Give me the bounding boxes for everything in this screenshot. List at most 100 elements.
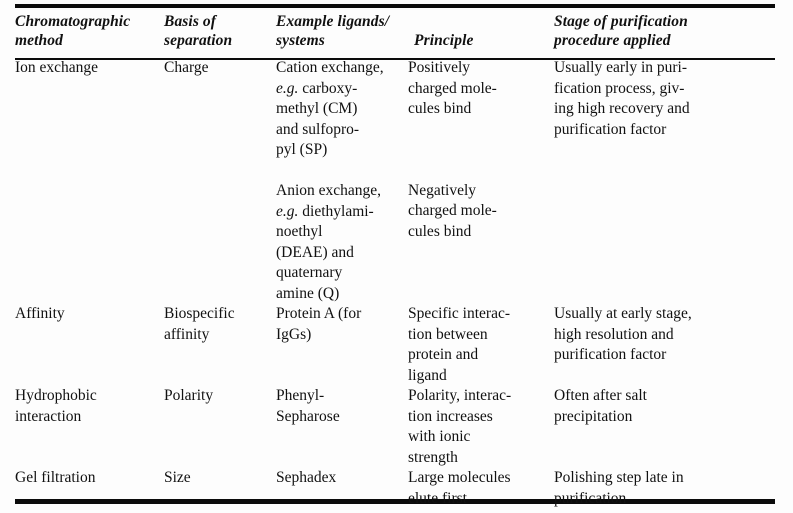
header-line: Chromatographic <box>15 13 131 30</box>
text-line: purification <box>554 489 627 507</box>
header-line: Principle <box>414 32 474 49</box>
table-row: Ion exchange Charge Cation exchange, e.g… <box>0 58 793 304</box>
ligand-block-cation: Cation exchange, e.g. carboxy- methyl (C… <box>276 58 404 161</box>
text-line: high resolution and <box>554 325 674 343</box>
cell-stage: Usually early in puri- fication process,… <box>552 58 793 304</box>
column-header-method: Chromatographic method <box>0 0 162 58</box>
text-line: strength <box>408 448 458 466</box>
text-line: cules bind <box>408 100 472 117</box>
header-line: separation <box>164 32 233 49</box>
text-line: Specific interac- <box>408 305 510 322</box>
text-line: Sephadex <box>276 469 337 486</box>
cell-principle: Large molecules elute first <box>404 468 552 509</box>
text-line: IgGs) <box>276 325 312 343</box>
text-line: noethyl <box>276 223 323 240</box>
text-line: Usually at early stage, <box>554 305 692 322</box>
text-line: methyl (CM) <box>276 100 358 117</box>
text-line: pyl (SP) <box>276 141 328 158</box>
text-line: ing high recovery and <box>554 100 690 117</box>
cell-basis: Size <box>162 468 273 509</box>
cell-principle: Specific interac- tion between protein a… <box>404 304 552 386</box>
table-bottom-rule <box>15 499 775 504</box>
cell-method: Gel filtration <box>0 468 162 509</box>
text-line: charged mole- <box>408 202 497 219</box>
table-header-rule <box>15 58 775 60</box>
cell-stage: Often after salt precipitation <box>552 386 793 468</box>
text-line: Large molecules <box>408 469 511 486</box>
text-line: cules bind <box>408 222 472 240</box>
header-line: systems <box>276 32 325 49</box>
text-line: Sepharose <box>276 407 340 425</box>
text-line: Protein A (for <box>276 305 362 322</box>
table-row: Affinity Biospecific affinity Protein A … <box>0 304 793 386</box>
cell-ligands: Sephadex <box>273 468 404 509</box>
cell-basis: Polarity <box>162 386 273 468</box>
header-row: Chromatographic method Basis of separati… <box>0 0 793 58</box>
text-line: charged mole- <box>408 79 497 97</box>
text-line: e.g. diethylami- <box>276 202 374 220</box>
text-line: quaternary <box>276 264 343 281</box>
column-header-principle: Principle <box>404 0 552 58</box>
text-line: Hydrophobic <box>15 387 97 404</box>
text-line: Usually early in puri- <box>554 59 688 76</box>
text-line: elute first <box>408 489 467 507</box>
text-line: Phenyl- <box>276 387 325 404</box>
text-line: tion between <box>408 325 488 343</box>
header-line: Stage of purification <box>554 13 688 30</box>
header-line: procedure applied <box>554 32 671 49</box>
text-line: Negatively <box>408 181 477 199</box>
table-body: Ion exchange Charge Cation exchange, e.g… <box>0 58 793 509</box>
cell-basis: Charge <box>162 58 273 304</box>
text-line: Charge <box>164 59 209 76</box>
header-line: Example ligands/ <box>276 13 390 30</box>
column-header-basis: Basis of separation <box>162 0 273 58</box>
cell-method: Affinity <box>0 304 162 386</box>
table-top-rule <box>15 4 775 8</box>
text-line: Cation exchange, <box>276 59 384 76</box>
text-line: with ionic <box>408 428 471 445</box>
text-line: Affinity <box>15 305 65 322</box>
cell-basis: Biospecific affinity <box>162 304 273 386</box>
text-line: and sulfopro- <box>276 120 360 138</box>
table-head: Chromatographic method Basis of separati… <box>0 0 793 58</box>
text-line: protein and <box>408 346 479 363</box>
cell-method: Hydrophobic interaction <box>0 386 162 468</box>
column-header-ligands: Example ligands/ systems <box>273 0 404 58</box>
text-line: Size <box>164 469 191 486</box>
italic-eg: e.g. <box>276 79 299 97</box>
text-line: precipitation <box>554 407 633 425</box>
text-line: ligand <box>408 366 447 384</box>
text-line: Positively <box>408 59 471 76</box>
text-line: purification factor <box>554 346 667 363</box>
cell-principle: Positively charged mole- cules bind Nega… <box>404 58 552 304</box>
text-line: amine (Q) <box>276 284 340 302</box>
cell-ligands: Phenyl- Sepharose <box>273 386 404 468</box>
text-line: fication process, giv- <box>554 79 685 97</box>
header-line: Basis of <box>164 13 217 30</box>
text-line: Anion exchange, <box>276 182 382 199</box>
principle-block-positive: Positively charged mole- cules bind <box>408 58 552 120</box>
text-line: (DEAE) and <box>276 243 354 261</box>
ligand-block-anion: Anion exchange, e.g. diethylami- noethyl… <box>276 181 404 304</box>
text-line: Biospecific <box>164 305 235 322</box>
italic-eg: e.g. <box>276 202 299 220</box>
cell-ligands: Protein A (for IgGs) <box>273 304 404 386</box>
column-header-stage: Stage of purification procedure applied <box>552 0 793 58</box>
text-line: purification factor <box>554 120 667 138</box>
text-line: Often after salt <box>554 387 647 404</box>
text-line: affinity <box>164 325 210 343</box>
cell-ligands: Cation exchange, e.g. carboxy- methyl (C… <box>273 58 404 304</box>
text-line: Polishing step late in <box>554 469 684 486</box>
text-line: tion increases <box>408 407 493 425</box>
text-line: e.g. carboxy- <box>276 79 358 97</box>
table-row: Gel filtration Size Sephadex Large molec… <box>0 468 793 509</box>
text-line: interaction <box>15 407 82 425</box>
text-line: Ion exchange <box>15 59 99 76</box>
cell-principle: Polarity, interac- tion increases with i… <box>404 386 552 468</box>
text-line: Gel filtration <box>15 469 96 486</box>
cell-stage: Polishing step late in purification <box>552 468 793 509</box>
cell-method: Ion exchange <box>0 58 162 304</box>
cell-stage: Usually at early stage, high resolution … <box>552 304 793 386</box>
